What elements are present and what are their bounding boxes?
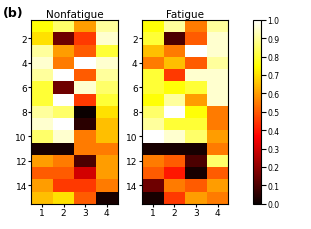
Title: Fatigue: Fatigue [166,10,204,20]
Text: (b): (b) [3,7,24,20]
Title: Nonfatigue: Nonfatigue [45,10,103,20]
